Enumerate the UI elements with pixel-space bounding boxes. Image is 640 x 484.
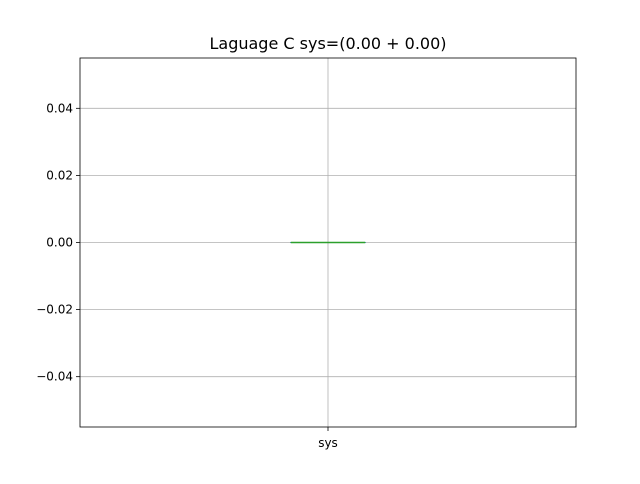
y-tick-label: 0.04	[46, 101, 73, 115]
y-tick-label: 0.00	[46, 236, 73, 250]
y-tick-label: −0.02	[36, 303, 73, 317]
y-tick-label: −0.04	[36, 370, 73, 384]
chart-title: Laguage C sys=(0.00 + 0.00)	[209, 34, 446, 53]
x-tick-label: sys	[318, 436, 338, 450]
y-tick-label: 0.02	[46, 168, 73, 182]
